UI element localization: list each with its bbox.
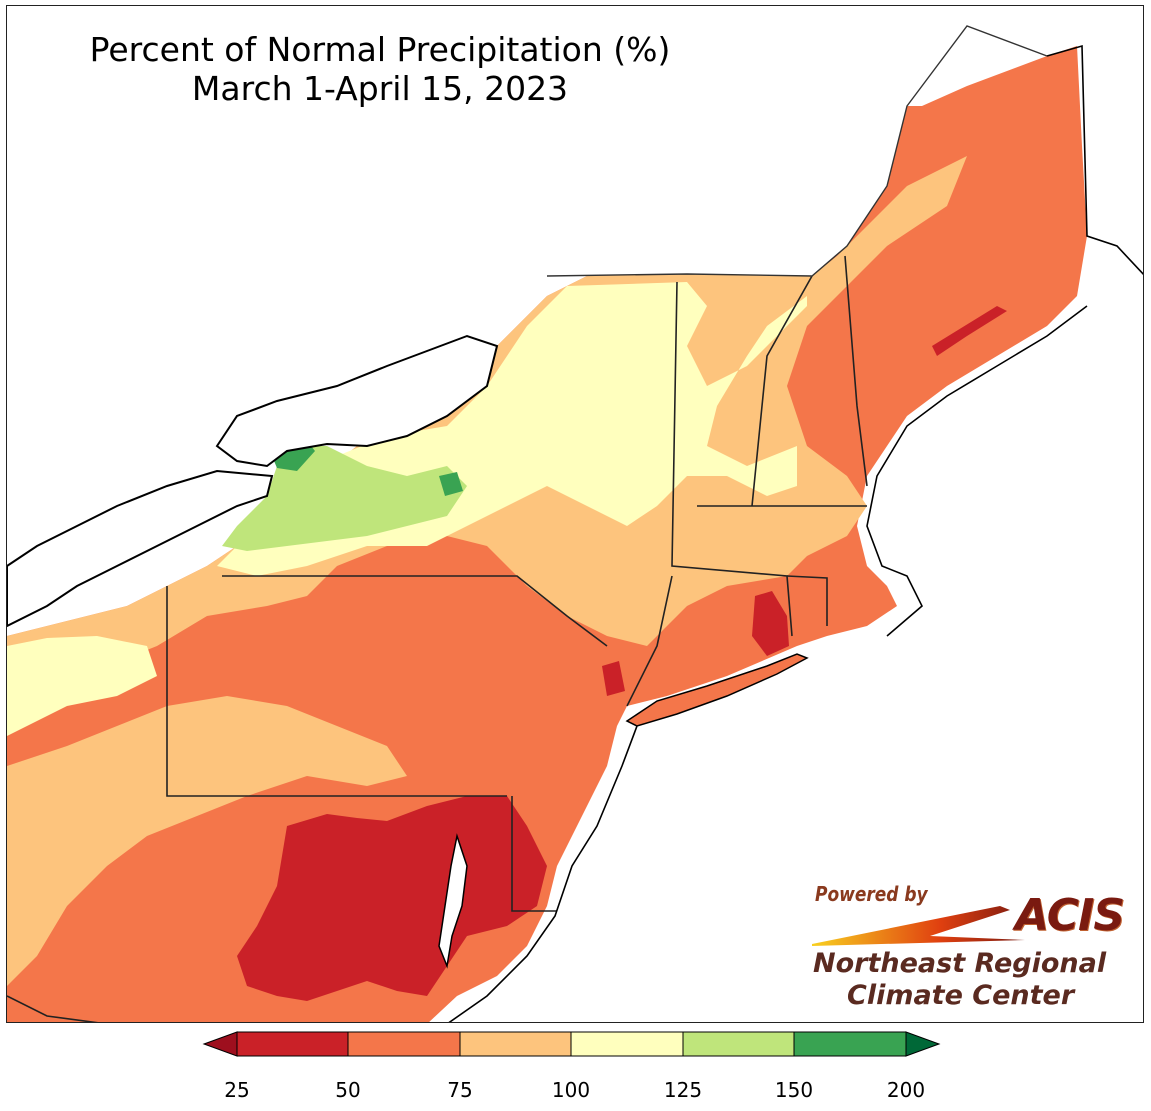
region-25-50-nj bbox=[602, 661, 625, 696]
acis-swoosh-icon bbox=[812, 906, 1025, 946]
legend-swatch-75-100 bbox=[459, 1031, 572, 1057]
region-75-100-west bbox=[7, 696, 407, 986]
legend-label-150: 150 bbox=[774, 1078, 814, 1102]
map-panel bbox=[6, 5, 1144, 1023]
org-name-line-1: Northeast Regional bbox=[813, 948, 1107, 979]
legend-label-100: 100 bbox=[551, 1078, 591, 1102]
org-name-line-2: Climate Center bbox=[847, 980, 1075, 1011]
legend-label-50: 50 bbox=[335, 1078, 361, 1102]
legend-swatch-below-25 bbox=[202, 1031, 238, 1057]
acis-logo: Powered by ACIS Northeast Regional Clima… bbox=[805, 878, 1135, 1011]
coastline bbox=[448, 44, 1143, 1022]
legend-swatch-50-75 bbox=[347, 1031, 461, 1057]
powered-by-label: Powered by bbox=[815, 882, 928, 906]
atlantic-ocean bbox=[449, 277, 1143, 1022]
region-125-150 bbox=[222, 446, 467, 551]
legend-swatch-25-50 bbox=[236, 1031, 349, 1057]
region-25-50-me bbox=[932, 306, 1007, 356]
map-title: Percent of Normal Precipitation (%) Marc… bbox=[0, 30, 760, 108]
legend-swatch-125-150 bbox=[682, 1031, 795, 1057]
title-line-1: Percent of Normal Precipitation (%) bbox=[89, 30, 671, 69]
lake-ontario bbox=[215, 334, 499, 468]
chesapeake-bay bbox=[438, 833, 468, 969]
legend-swatch-100-125 bbox=[570, 1031, 684, 1057]
legend-swatch-above-200 bbox=[905, 1031, 941, 1057]
legend-label-75: 75 bbox=[447, 1078, 473, 1102]
legend-swatch-150-200 bbox=[793, 1031, 907, 1057]
acis-wordmark: ACIS bbox=[1015, 890, 1125, 941]
precipitation-map bbox=[7, 25, 1143, 1022]
long-island bbox=[625, 653, 809, 727]
state-borders bbox=[7, 255, 868, 1022]
canada-border bbox=[546, 25, 1048, 277]
lake-erie bbox=[7, 469, 274, 628]
legend-label-25: 25 bbox=[224, 1078, 250, 1102]
region-25-50-ct bbox=[752, 591, 789, 656]
legend-label-200: 200 bbox=[886, 1078, 926, 1102]
region-25-50-south bbox=[237, 796, 547, 1001]
region-150-200-b bbox=[439, 472, 463, 496]
legend-colorbar bbox=[202, 1031, 941, 1057]
region-100-125-west bbox=[7, 636, 157, 736]
color-legend: 25 50 75 100 125 150 200 bbox=[200, 1028, 945, 1108]
legend-label-125: 125 bbox=[663, 1078, 703, 1102]
title-line-2: March 1-April 15, 2023 bbox=[191, 69, 569, 108]
